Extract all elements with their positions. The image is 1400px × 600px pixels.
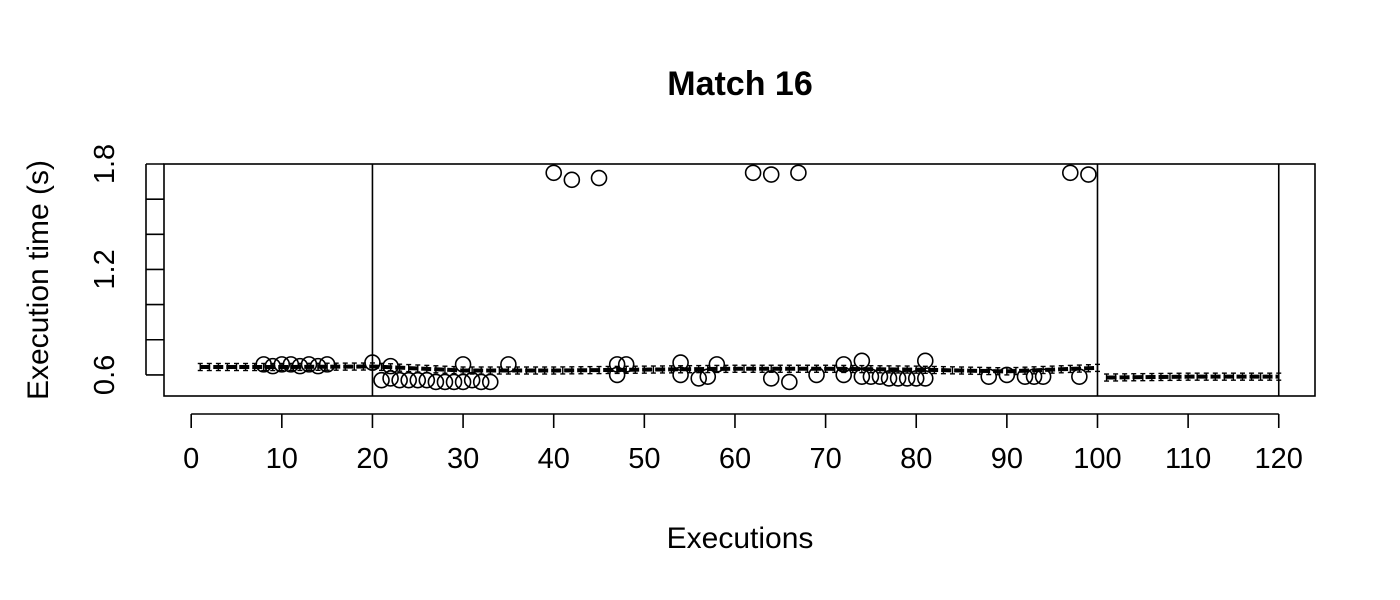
phase-boundary-lines: [371, 164, 1280, 396]
data-point: [382, 357, 399, 375]
data-point: [255, 356, 272, 373]
data-point: [781, 373, 798, 391]
x-tick-label: 50: [628, 443, 660, 475]
running-mean-line: [1106, 374, 1279, 380]
x-tick-label: 30: [447, 443, 479, 475]
data-point: [445, 373, 463, 391]
data-point: [916, 352, 934, 370]
data-point: [409, 371, 427, 389]
x-axis-label: Executions: [667, 522, 814, 555]
data-point: [708, 356, 726, 373]
data-point: [400, 371, 418, 389]
x-tick-label: 90: [991, 443, 1023, 475]
x-tick-label: 40: [538, 443, 570, 475]
data-point: [1016, 368, 1034, 385]
data-point: [427, 373, 445, 391]
data-point: [382, 370, 399, 387]
x-tick-label: 110: [1165, 443, 1211, 475]
data-point: [617, 356, 635, 373]
data-point: [907, 370, 925, 387]
running-mean-series: [197, 362, 1282, 382]
data-point: [318, 356, 336, 373]
data-point: [744, 164, 762, 182]
data-point: [500, 356, 517, 373]
y-tick-label: 1.2: [89, 249, 121, 289]
y-axis-label: Execution time (s): [22, 160, 55, 400]
data-point: [545, 164, 563, 182]
x-tick-label: 10: [266, 443, 298, 475]
running-mean-line: [200, 364, 1098, 374]
data-point: [309, 357, 327, 375]
data-point: [481, 373, 499, 391]
data-point: [853, 368, 871, 385]
data-point: [853, 352, 871, 370]
data-point: [790, 164, 807, 182]
data-point: [373, 371, 390, 389]
data-point: [563, 171, 581, 189]
data-point: [364, 354, 381, 371]
x-tick-label: 70: [809, 443, 841, 475]
data-point: [898, 370, 916, 387]
data-point: [273, 356, 291, 373]
x-tick-label: 80: [900, 443, 932, 475]
data-point: [980, 368, 998, 385]
data-point: [1071, 368, 1088, 385]
data-point: [862, 368, 880, 385]
data-point: [916, 370, 934, 387]
observation-points: [255, 164, 1097, 391]
data-point: [418, 371, 436, 389]
data-point: [835, 366, 853, 384]
data-point: [300, 356, 318, 373]
data-point: [454, 356, 472, 373]
data-point: [391, 371, 408, 389]
data-point: [1080, 166, 1097, 183]
y-axis: 0.6 1.2 1.8: [89, 144, 164, 395]
x-tick-label: 100: [1073, 443, 1121, 475]
x-tick-label: 120: [1255, 443, 1303, 475]
data-point: [672, 354, 689, 371]
data-point: [762, 370, 780, 387]
x-tick-label: 60: [719, 443, 751, 475]
x-axis: 0 10 20 30 40 50 60 70 80 90 100 110 120: [183, 413, 1303, 475]
y-tick-label: 0.6: [89, 355, 121, 395]
data-point: [608, 366, 626, 384]
data-point: [1025, 368, 1043, 385]
plot-frame: [163, 163, 1316, 397]
data-point: [880, 370, 898, 387]
chart-title: Match 16: [667, 65, 813, 103]
data-point: [472, 373, 490, 391]
data-point: [889, 370, 907, 387]
data-point: [436, 373, 454, 391]
data-point: [762, 166, 780, 183]
data-point: [291, 357, 309, 375]
data-point: [998, 366, 1016, 384]
x-tick-label: 20: [356, 443, 388, 475]
x-tick-label: 0: [183, 443, 199, 475]
data-point: [808, 366, 825, 384]
data-point: [1061, 164, 1079, 182]
data-point: [590, 169, 608, 187]
data-point: [463, 371, 481, 389]
data-point: [835, 356, 853, 373]
data-point: [699, 368, 717, 385]
data-point: [282, 356, 300, 373]
data-point: [608, 356, 626, 373]
data-point: [1034, 368, 1052, 385]
data-point: [454, 373, 472, 391]
data-point: [690, 370, 708, 387]
data-point: [672, 366, 689, 384]
data-point: [871, 368, 889, 385]
data-point: [264, 357, 282, 375]
y-tick-label: 1.8: [89, 144, 121, 184]
